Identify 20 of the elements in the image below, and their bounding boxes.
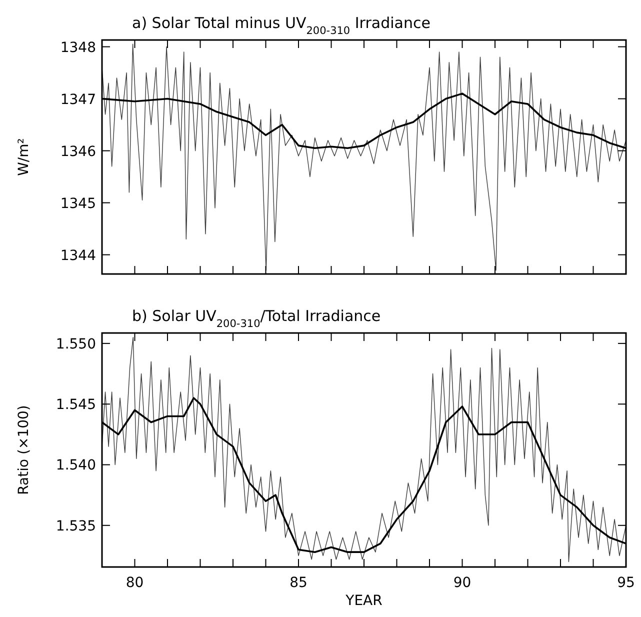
y-tick-label: 1.550 (56, 336, 96, 352)
line-series (102, 337, 626, 562)
y-tick-label: 1.535 (56, 518, 96, 534)
x-tick-label: 80 (126, 575, 144, 591)
y-tick-label: 1345 (60, 196, 96, 212)
chart-title: b) Solar UV$_{200-310}$/Total Irradiance (132, 307, 381, 330)
y-tick-label: 1.545 (56, 397, 96, 414)
x-axis-title: YEAR (344, 593, 383, 609)
y-tick-label: 1348 (60, 40, 96, 56)
y-tick-label: 1.540 (56, 458, 96, 474)
x-tick-label: 90 (453, 575, 472, 591)
y-axis-title: W/m² (16, 138, 32, 176)
chart-title: a) Solar Total minus UV$_{200-310}$ Irradiance (132, 14, 430, 37)
y-tick-label: 1346 (60, 144, 96, 160)
x-tick-label: 95 (617, 575, 635, 591)
y-axis-title: Ratio (×100) (16, 405, 32, 495)
y-tick-label: 1344 (60, 248, 96, 264)
line-series (102, 44, 626, 271)
x-tick-label: 85 (290, 575, 308, 591)
y-tick-label: 1347 (60, 92, 96, 108)
